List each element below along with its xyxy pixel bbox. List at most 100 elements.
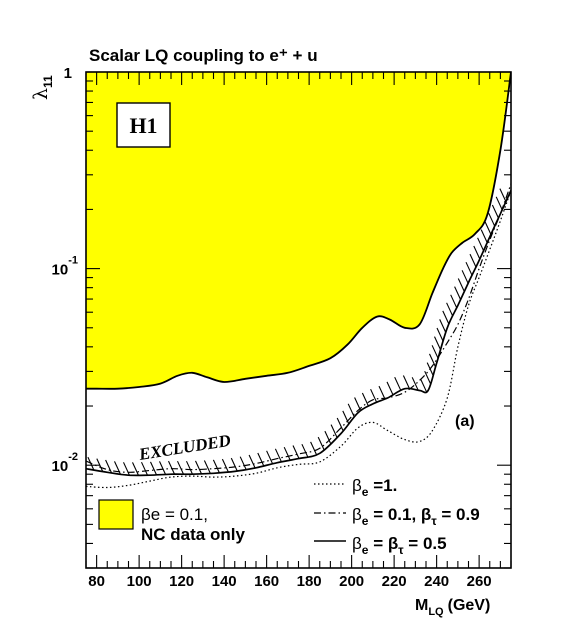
x-axis-label: MLQ (GeV) <box>415 597 490 618</box>
excluded-hatching <box>87 188 507 476</box>
x-tick-label: 220 <box>382 573 407 590</box>
hatch-mark <box>266 450 274 465</box>
chart-title: Scalar LQ coupling to e⁺ + u <box>89 46 318 65</box>
hatch-mark <box>114 461 121 475</box>
hatch-mark <box>361 392 369 407</box>
panel-label: (a) <box>455 413 475 430</box>
hatch-mark <box>105 459 113 474</box>
hatch-mark <box>386 381 394 396</box>
y-axis-label-sub: 11 <box>41 75 55 88</box>
hatch-mark <box>150 461 157 476</box>
x-tick-label: 100 <box>127 573 152 590</box>
legend-dashdot-sub2: τ <box>431 514 437 528</box>
hatch-mark <box>442 310 450 325</box>
legend-solid-mid: = β <box>368 534 398 553</box>
yellow-excluded-region <box>86 72 511 389</box>
hatch-mark <box>132 462 139 476</box>
y-tick-label: 10-2 <box>52 451 78 475</box>
legend-solid-sub: e <box>362 543 369 557</box>
hatch-mark <box>203 460 211 474</box>
legend-entry-dotted: βe =1. <box>352 476 397 499</box>
hatch-mark <box>239 456 247 470</box>
legend-dotted-beta: β <box>352 476 362 495</box>
hatch-mark <box>230 457 238 472</box>
hatch-mark <box>450 294 458 309</box>
legend-yellow-line2: NC data only <box>141 525 245 544</box>
hatch-mark <box>301 443 309 458</box>
hatch-mark <box>330 424 338 438</box>
x-tick-label: 260 <box>467 573 492 590</box>
hatch-mark <box>454 286 462 300</box>
legend-dashdot-rest: = 0.9 <box>437 505 480 524</box>
y-axis-label: λ11 <box>30 75 55 100</box>
hatch-mark <box>274 448 282 463</box>
hatch-mark <box>461 270 469 284</box>
hatch-mark <box>446 302 454 317</box>
hatch-mark <box>484 221 492 235</box>
hatch-mark <box>436 327 444 342</box>
hatch-mark <box>283 446 291 461</box>
axis-ticks <box>85 71 512 569</box>
hatch-mark <box>168 460 175 475</box>
hatch-mark <box>212 459 220 474</box>
hatch-mark <box>434 336 441 350</box>
hatch-mark <box>424 370 432 385</box>
hatch-mark <box>317 436 325 451</box>
legend-solid-rest: = 0.5 <box>404 534 447 553</box>
legend-dashdot-mid: = 0.1, β <box>368 505 431 524</box>
hatch-mark <box>457 278 465 292</box>
hatch-mark <box>426 362 434 376</box>
x-tick-labels: 80 100 120 140 160 180 200 220 240 260 <box>88 573 491 590</box>
legend-dashdot-sub: e <box>362 514 369 528</box>
yellow-region-boundary <box>86 72 511 390</box>
y-tick-label-base: 10 <box>52 262 69 279</box>
hatch-mark <box>370 388 378 403</box>
hatch-mark <box>378 385 386 400</box>
hatch-mark <box>221 458 229 473</box>
legend-entry-dashdot: βe = 0.1, βτ = 0.9 <box>352 505 480 528</box>
x-tick-label: 240 <box>424 573 449 590</box>
x-axis-label-sub: LQ <box>428 606 444 618</box>
hatch-mark <box>420 378 428 393</box>
y-tick-label-base: 10 <box>52 458 69 475</box>
hatch-mark <box>292 445 300 459</box>
hatch-mark <box>394 376 402 391</box>
hatch-mark <box>477 237 485 252</box>
hatch-mark <box>186 460 193 475</box>
hatch-mark <box>495 196 503 211</box>
hatch-mark <box>248 454 256 469</box>
legend-entry-solid: βe = βτ = 0.5 <box>352 534 447 557</box>
hatch-mark <box>469 253 477 268</box>
legend-swatch-yellow <box>98 499 134 530</box>
hatch-mark <box>141 461 148 476</box>
h1-logo-box <box>116 102 171 148</box>
legend-yellow-line1: βe = 0.1, <box>141 505 208 524</box>
series-line-dashdot <box>86 183 511 473</box>
y-tick-labels: 1 10-1 10-2 <box>52 65 78 475</box>
x-tick-label: 120 <box>169 573 194 590</box>
hatch-mark <box>431 345 439 359</box>
hatch-mark <box>402 375 410 389</box>
hatch-mark <box>177 460 184 475</box>
h1-logo-text: H1 <box>129 113 157 138</box>
chart-title-text: Scalar LQ coupling to e⁺ + u <box>89 46 318 65</box>
x-tick-label: 200 <box>339 573 364 590</box>
hatch-mark <box>159 461 166 475</box>
hatch-mark <box>87 456 95 471</box>
hatch-mark <box>354 397 362 411</box>
y-tick-label: 10-1 <box>52 255 78 279</box>
series-layer <box>86 183 511 489</box>
hatch-mark <box>347 403 355 418</box>
hatch-mark <box>411 377 419 391</box>
y-axis-label-main: λ <box>30 88 52 100</box>
y-tick-label: 1 <box>64 65 72 82</box>
series-line-dotted <box>86 190 511 489</box>
hatch-mark <box>123 462 130 476</box>
hatch-mark <box>499 188 507 202</box>
hatch-mark <box>439 319 447 333</box>
hatch-mark <box>195 460 202 475</box>
hatch-mark <box>342 410 350 425</box>
x-axis-label-unit: (GeV) <box>448 597 491 614</box>
hatch-mark <box>429 353 436 368</box>
x-tick-label: 180 <box>297 573 322 590</box>
